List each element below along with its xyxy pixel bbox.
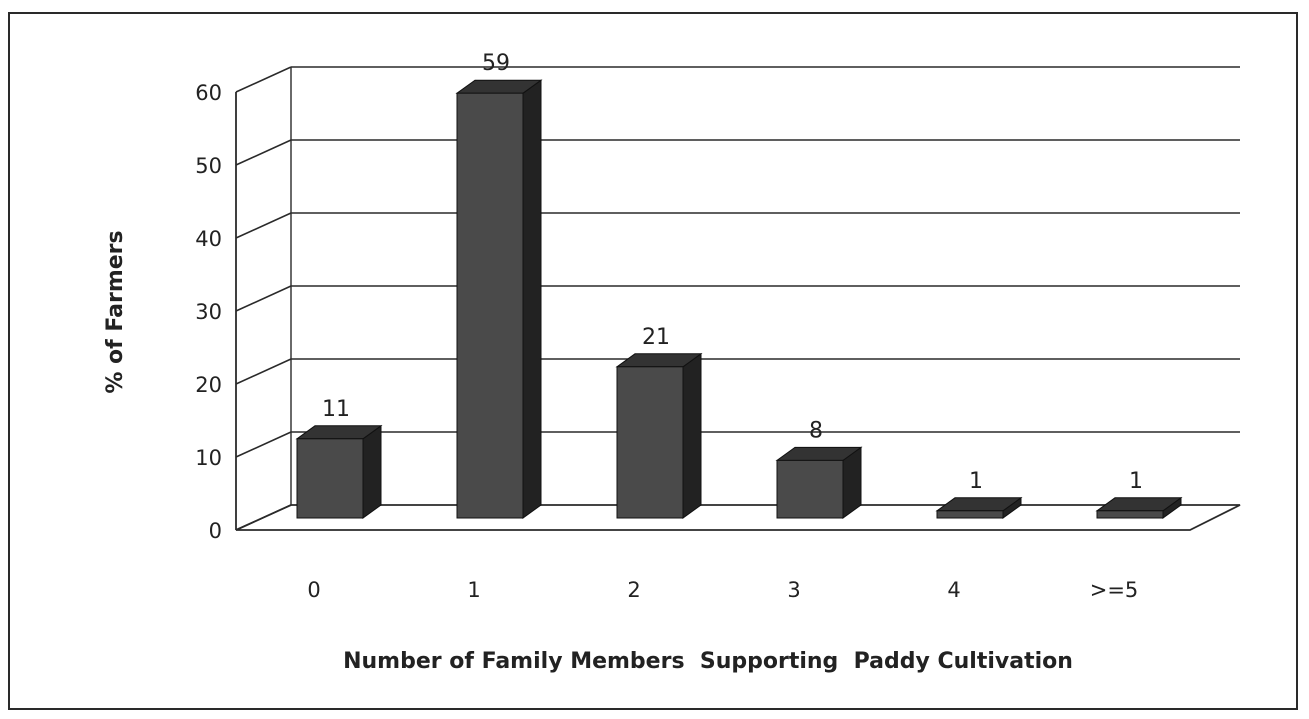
x-tick-label: 4 (947, 578, 960, 602)
y-axis-ticks: 0 10 20 30 40 50 60 (195, 81, 222, 543)
bars (295, 79, 1183, 519)
gridlines (235, 66, 1241, 531)
bar (935, 496, 1023, 519)
gridline-side (235, 139, 292, 166)
y-tick-label: 40 (195, 227, 222, 251)
bar (615, 352, 703, 519)
x-tick-label: 1 (467, 578, 480, 602)
y-tick-label: 10 (195, 446, 222, 470)
data-label: 59 (482, 51, 510, 76)
y-tick-label: 50 (195, 154, 222, 178)
y-tick-label: 20 (195, 373, 222, 397)
bar (775, 446, 863, 519)
bar (1095, 496, 1183, 519)
bar (295, 424, 383, 519)
gridline-side (235, 212, 292, 239)
x-tick-label: 0 (307, 578, 320, 602)
x-axis-ticks: 0 1 2 3 4 >=5 (307, 578, 1138, 602)
x-tick-label: 3 (787, 578, 800, 602)
x-axis-title: Number of Family Members Supporting Padd… (343, 649, 1073, 674)
chart-floor (235, 504, 1241, 531)
y-tick-label: 30 (195, 300, 222, 324)
x-tick-label: >=5 (1090, 578, 1139, 602)
y-axis-title: % of Farmers (103, 230, 128, 393)
x-tick-label: 2 (627, 578, 640, 602)
data-label: 8 (809, 418, 823, 443)
y-tick-label: 60 (195, 81, 222, 105)
data-label: 1 (969, 469, 983, 494)
gridline-side (235, 66, 292, 93)
data-label: 21 (642, 325, 670, 350)
gridline-side (235, 358, 292, 385)
bar (455, 79, 543, 519)
y-tick-label: 0 (209, 519, 222, 543)
data-label: 11 (322, 397, 350, 422)
gridline-side (235, 285, 292, 312)
data-label: 1 (1129, 469, 1143, 494)
gridline-side (235, 431, 292, 458)
